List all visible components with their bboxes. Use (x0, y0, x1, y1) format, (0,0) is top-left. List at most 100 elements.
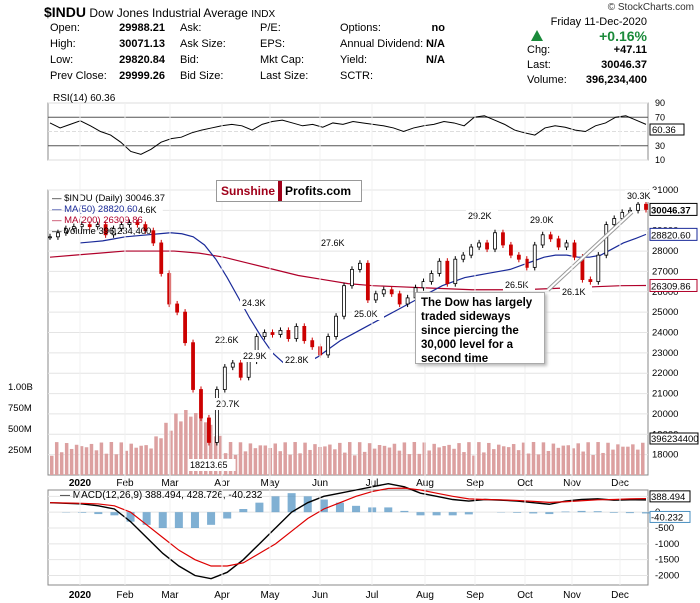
volume-bar (54, 442, 59, 475)
volume-bar (576, 443, 580, 475)
price-candle-body (222, 366, 227, 390)
quote-label: Yield: (340, 54, 368, 66)
macd-histogram-bar (174, 512, 183, 528)
volume-bar (372, 448, 377, 475)
price-candle-body (636, 203, 640, 211)
price-candle-body (167, 273, 172, 305)
x-axis-label: Mar (161, 590, 179, 601)
price-candle-body (381, 289, 386, 295)
price-candle-body (334, 315, 338, 337)
price-callout-bg (213, 334, 245, 346)
volume-bar (437, 447, 441, 475)
price-candle-body (469, 246, 474, 256)
price-tick-label: 18000 (652, 450, 678, 461)
x-axis-label: Dec (611, 590, 629, 601)
price-legend-item: — $INDU (Daily) 30046.37 (52, 193, 165, 204)
volume-bar (581, 451, 585, 475)
price-callout: 22.9K (243, 351, 267, 361)
macd-tick-label: -500 (655, 523, 674, 534)
macd-tick-label: -1000 (655, 539, 679, 550)
price-callout: 27.6K (321, 238, 345, 248)
volume-bar (79, 446, 84, 475)
volume-bar (278, 451, 282, 475)
price-last-label: 30046.37 (651, 205, 691, 216)
price-callout-bg (240, 297, 272, 309)
price-tick-label: 24000 (652, 328, 678, 339)
volume-tick-label: 250M (8, 445, 32, 456)
price-candle-body (143, 224, 148, 232)
price-callout: 22.6K (215, 335, 239, 345)
volume-bar (442, 445, 446, 475)
volume-bar (626, 446, 630, 475)
price-candle-body (310, 340, 315, 348)
volume-bar (531, 442, 536, 475)
volume-bar (248, 443, 253, 475)
volume-bar (516, 450, 521, 475)
price-candle-body (524, 258, 529, 268)
price-callout-bg (503, 279, 535, 291)
x-axis-label: Jul (366, 590, 379, 601)
x-axis-label: May (261, 590, 280, 601)
price-callout: 20.7K (216, 399, 240, 409)
volume-bar (536, 454, 541, 475)
price-candle-body (286, 330, 291, 340)
volume-bar (99, 442, 104, 475)
volume-last-label: 396234400 (651, 434, 699, 445)
volume-bar (174, 413, 178, 475)
x-axis-label: Aug (416, 590, 434, 601)
volume-bar (541, 442, 546, 475)
price-tick-label: 23000 (652, 348, 678, 359)
volume-bar (159, 438, 163, 475)
macd-last-label: 388.494 (651, 492, 685, 503)
macd-tick-label: -1500 (655, 555, 679, 566)
price-candle-body (159, 242, 164, 274)
quote-table: Open: 29988.21 Ask: P/E: Options: no High: 3007… (50, 22, 655, 92)
volume-bar (462, 452, 466, 475)
price-candle-body (183, 311, 187, 344)
macd-histogram-bar (642, 512, 650, 514)
volume-bar (352, 455, 357, 475)
volume-bar (392, 443, 397, 475)
quote-value: 29820.84 (119, 54, 165, 66)
exchange: INDX (251, 9, 276, 20)
price-candle-body (358, 262, 362, 270)
volume-bar (586, 442, 590, 475)
quote-label: Bid Size: (180, 70, 224, 82)
quote-label: Open: (50, 22, 80, 34)
volume-bar (551, 443, 556, 475)
quote-value: 396,234,400 (585, 74, 647, 86)
price-candle-body (540, 234, 545, 246)
price-candle-body (238, 362, 243, 378)
price-last-box (649, 202, 698, 216)
annotation-box: The Dow has largely traded sideways sinc… (415, 292, 545, 365)
volume-bar (621, 446, 625, 475)
price-candle-body (532, 244, 537, 268)
price-candle-body (556, 238, 561, 248)
price-tick-label: 28000 (652, 246, 678, 257)
quote-label: Bid: (180, 54, 199, 66)
volume-bar (631, 444, 635, 475)
price-callout: 26.1K (562, 287, 586, 297)
volume-bar (472, 455, 476, 475)
volume-bar (492, 449, 496, 475)
rsi-legend: RSI(14) 60.36 (53, 93, 116, 104)
price-candle-body (111, 228, 116, 236)
volume-bar (452, 448, 456, 475)
volume-bar (323, 446, 327, 475)
volume-bar (357, 442, 362, 475)
macd-histogram-bar (319, 499, 328, 513)
price-candle-body (461, 254, 466, 260)
price-candle-body (262, 332, 267, 337)
macd-histogram-bar (94, 512, 103, 515)
macd-histogram-bar (561, 511, 570, 513)
quote-summary-row: Last: 30046.37 (527, 59, 647, 74)
quote-label: Last Size: (260, 70, 309, 82)
price-candle-body (509, 244, 513, 256)
price-panel: 3100030000290002800027000260002500024000… (8, 185, 699, 476)
price-last-box (649, 227, 698, 241)
volume-bar (348, 442, 352, 475)
price-callout: 4.6K (138, 205, 157, 215)
volume-bar (313, 444, 317, 475)
volume-bar (208, 424, 213, 475)
macd-histogram-bar (110, 512, 119, 516)
